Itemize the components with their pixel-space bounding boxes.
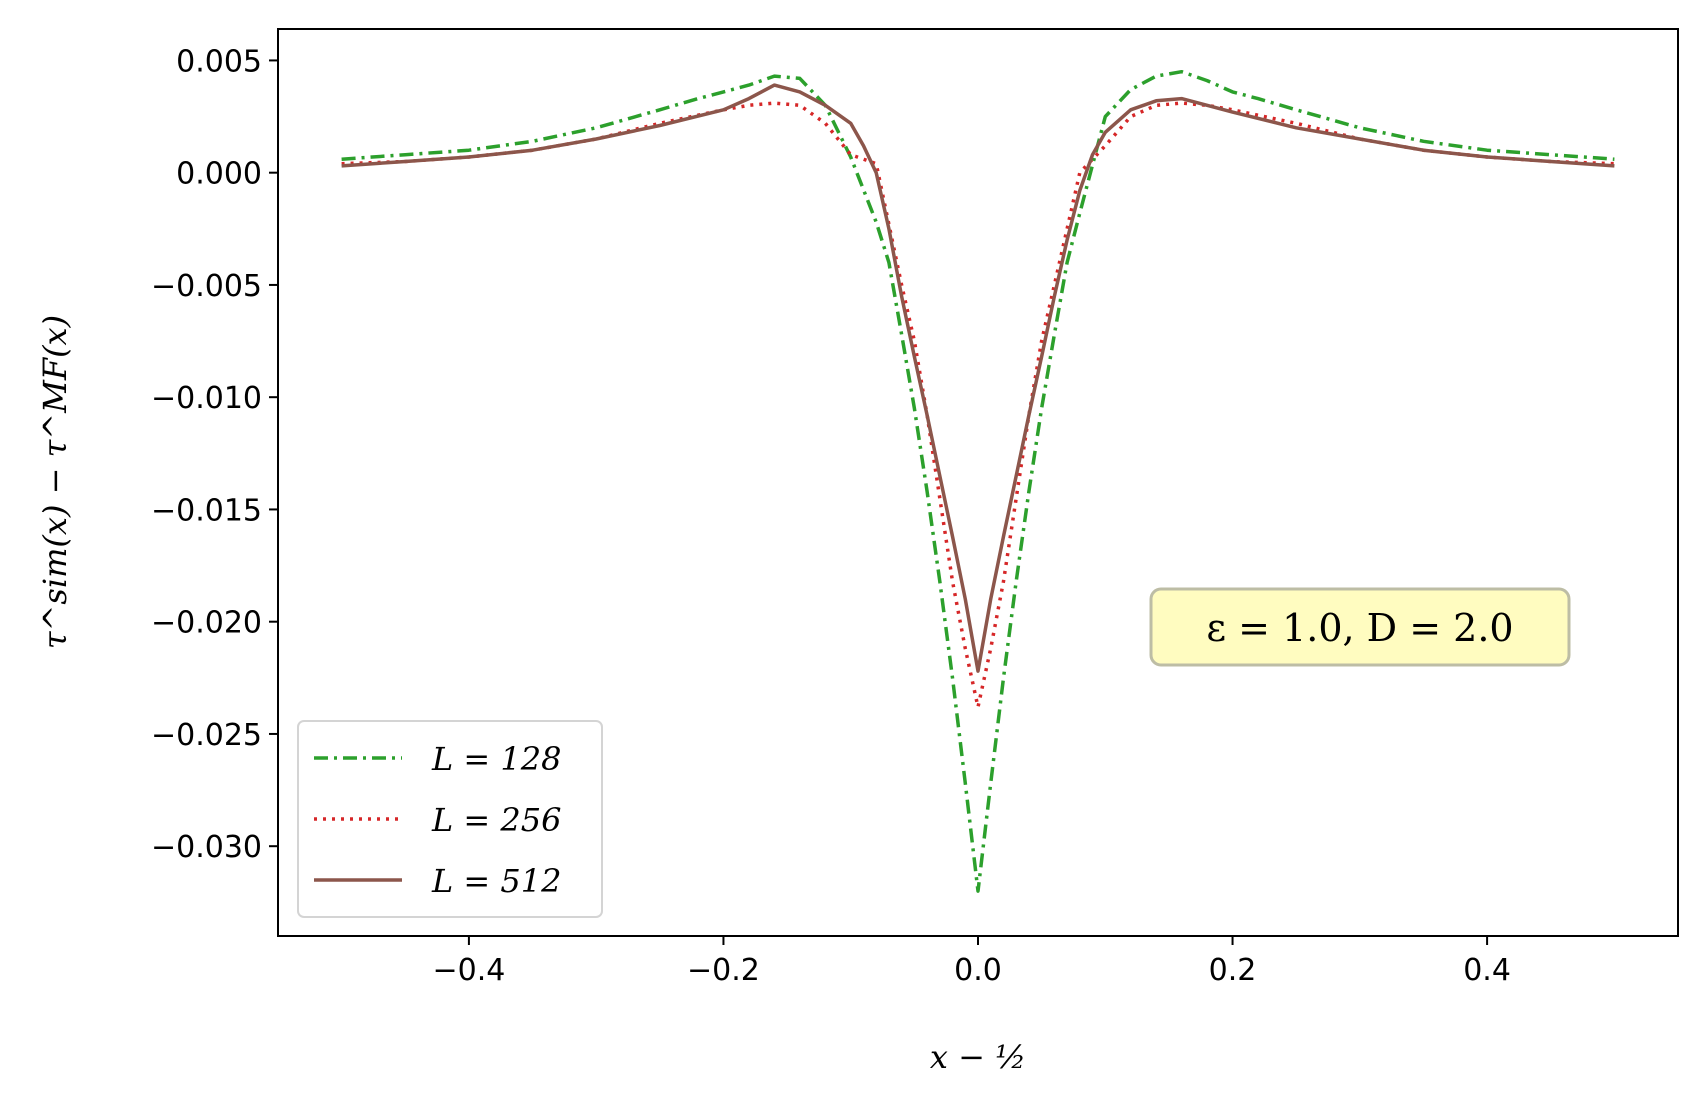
x-tick-label: 0.0 (954, 953, 1002, 988)
y-tick-label: 0.005 (176, 44, 262, 79)
x-tick-label: 0.4 (1463, 953, 1511, 988)
y-tick-label: −0.025 (151, 718, 262, 753)
y-tick-label: −0.015 (151, 493, 262, 528)
legend-label-l512: L = 512 (431, 862, 561, 900)
annotation-box: ε = 1.0, D = 2.0 (1149, 587, 1571, 667)
y-tick-label: −0.010 (151, 381, 262, 416)
y-tick-label: 0.000 (176, 157, 262, 192)
x-tick-label: −0.2 (687, 953, 760, 988)
legend-frame (297, 720, 603, 918)
series-line-2 (341, 83, 1615, 673)
y-axis-title: τ^sim(x) − τ^MF(x) (36, 315, 74, 649)
y-tick-label: −0.005 (151, 269, 262, 304)
annotation-background (1149, 587, 1571, 667)
y-tick-label: −0.030 (151, 830, 262, 865)
series-line-0 (341, 69, 1615, 893)
y-tick-label: −0.020 (151, 606, 262, 641)
legend-label-l128: L = 128 (431, 740, 561, 778)
x-axis-title: x − ½ (930, 1038, 1026, 1076)
x-tick-label: 0.2 (1209, 953, 1257, 988)
legend-label-l256: L = 256 (431, 801, 561, 839)
legend: L = 128 L = 256 L = 512 (297, 720, 603, 918)
x-tick-label: −0.4 (432, 953, 505, 988)
x-axis: −0.4 −0.2 0.0 0.2 0.4 (432, 936, 1511, 988)
series-layer (341, 69, 1615, 893)
annotation-text: ε = 1.0, D = 2.0 (1206, 606, 1513, 650)
y-axis: 0.005 0.000 −0.005 −0.010 −0.015 −0.020 −0.025… (151, 44, 278, 865)
